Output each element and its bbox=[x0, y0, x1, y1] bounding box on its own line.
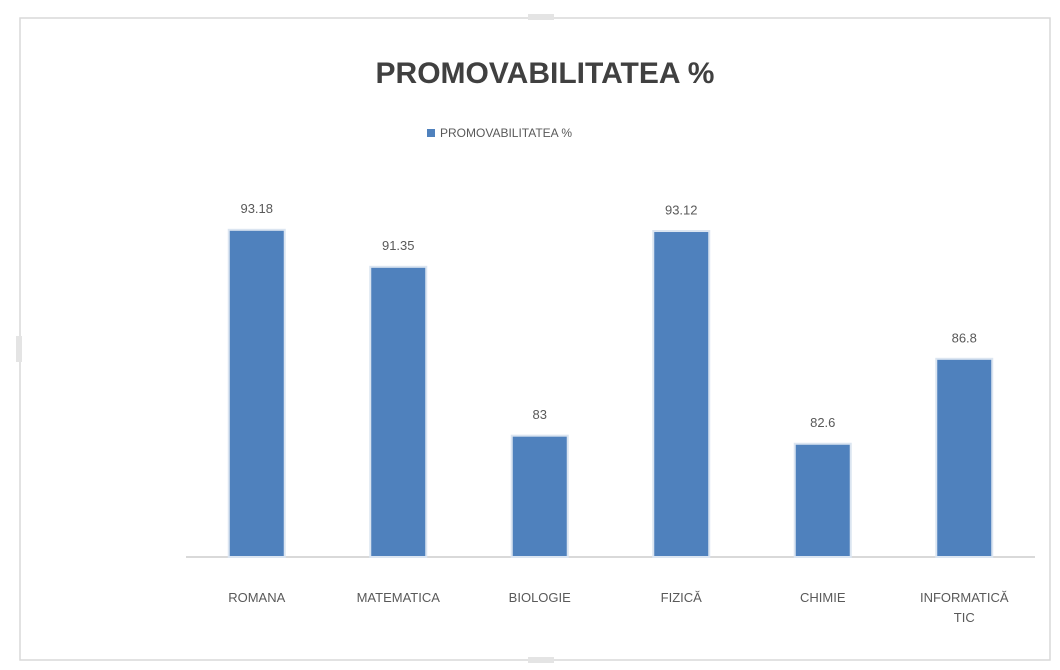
data-label: 83 bbox=[533, 407, 547, 422]
data-label: 86.8 bbox=[952, 330, 977, 345]
legend-swatch bbox=[427, 129, 435, 137]
x-tick-label: MATEMATICA bbox=[356, 590, 440, 605]
bar bbox=[652, 230, 711, 558]
chart-area bbox=[19, 17, 1051, 661]
resize-handle bbox=[528, 14, 554, 20]
x-tick-label: FIZICĂ bbox=[660, 590, 702, 605]
x-tick-label: CHIMIE bbox=[800, 590, 846, 605]
data-label: 93.12 bbox=[665, 202, 698, 217]
bar bbox=[369, 265, 428, 558]
data-label: 82.6 bbox=[810, 415, 835, 430]
resize-handle bbox=[16, 336, 22, 362]
bar bbox=[935, 357, 994, 559]
bar bbox=[793, 442, 852, 558]
x-tick-label: INFORMATICĂ TIC bbox=[919, 590, 1009, 625]
x-tick-label: ROMANA bbox=[228, 590, 286, 605]
chart-title: PROMOVABILITATEA % bbox=[376, 57, 715, 90]
bar bbox=[227, 228, 286, 558]
resize-handle bbox=[528, 657, 554, 663]
data-label: 91.35 bbox=[382, 238, 415, 253]
data-label: 93.18 bbox=[240, 201, 273, 216]
legend-label: PROMOVABILITATEA % bbox=[440, 126, 572, 140]
x-tick-label: BIOLOGIE bbox=[508, 590, 571, 605]
bar bbox=[510, 434, 569, 558]
